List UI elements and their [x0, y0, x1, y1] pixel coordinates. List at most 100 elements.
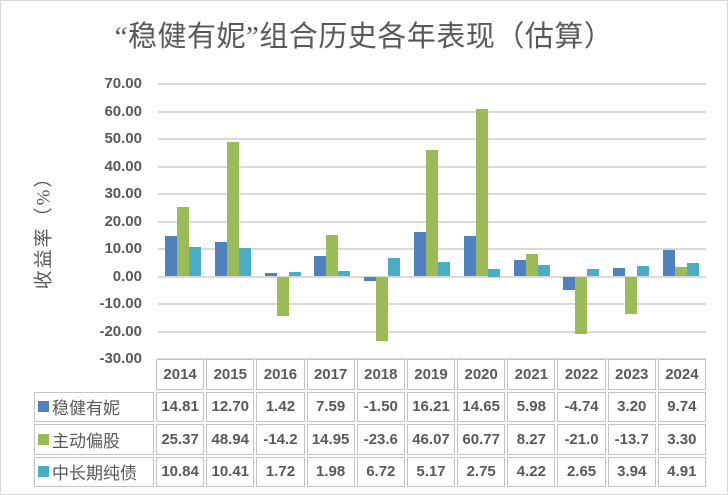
value-cell-series1-2017: 7.59 — [306, 391, 355, 422]
y-tick-label: 40.00 — [104, 157, 142, 175]
value-cell-series1-2016: 1.42 — [256, 391, 305, 422]
value-cell-series3-2016: 1.72 — [256, 456, 305, 487]
bar-series2-2018 — [376, 276, 389, 342]
bar-series3-2015 — [238, 247, 251, 277]
gridline — [158, 110, 706, 113]
bar-series3-2022 — [587, 269, 600, 277]
year-header-cell: 2024 — [657, 359, 706, 390]
y-tick-label: 10.00 — [104, 240, 142, 257]
value-cell-series3-2021: 4.22 — [507, 456, 556, 487]
bar-series2-2017 — [326, 235, 339, 277]
value-cell-series1-2018: -1.50 — [356, 391, 405, 422]
value-cell-series3-2014: 10.84 — [156, 456, 205, 487]
year-header-cell: 2017 — [306, 359, 355, 390]
bar-series3-2014 — [188, 246, 201, 277]
legend-swatch-icon — [38, 401, 49, 413]
bar-series2-2022 — [575, 276, 588, 335]
bar-series1-2018 — [364, 276, 377, 281]
value-cell-series2-2021: 8.27 — [507, 424, 556, 455]
legend-cell-series3: 中长期纯债 — [34, 456, 154, 487]
plot-area — [158, 83, 706, 360]
bar-series1-2022 — [563, 276, 576, 290]
value-cell-series3-2024: 4.91 — [657, 456, 706, 487]
value-cell-series3-2018: 6.72 — [356, 456, 405, 487]
year-header-cell: 2018 — [356, 359, 405, 390]
bar-series3-2020 — [487, 268, 500, 277]
legend-cell-series1: 稳健有妮 — [34, 391, 154, 422]
y-tick-label: 70.00 — [104, 75, 142, 92]
value-cell-series3-2020: 2.75 — [457, 456, 506, 487]
value-cell-series2-2016: -14.2 — [256, 424, 305, 455]
year-header-cell: 2022 — [557, 359, 606, 390]
bar-series1-2020 — [463, 236, 476, 277]
bar-series3-2021 — [537, 264, 550, 277]
bar-series1-2019 — [414, 231, 426, 277]
bar-series2-2024 — [675, 267, 688, 277]
year-header-cell: 2016 — [256, 359, 305, 390]
value-cell-series1-2022: -4.74 — [557, 391, 606, 422]
legend-label: 中长期纯债 — [52, 464, 137, 484]
legend-swatch-icon — [38, 433, 49, 445]
bar-series1-2015 — [214, 241, 227, 277]
value-cell-series1-2020: 14.65 — [457, 391, 506, 422]
bar-series1-2023 — [613, 267, 626, 277]
y-tick-label: 50.00 — [104, 130, 142, 147]
y-tick-label: 0.00 — [112, 267, 142, 285]
year-header-cell: 2019 — [406, 359, 456, 390]
legend-cell-series2: 主动偏股 — [34, 424, 154, 455]
gridline — [158, 330, 706, 333]
bar-series1-2024 — [663, 249, 676, 277]
bar-series1-2017 — [314, 255, 327, 277]
data-table: 2014 2015 2016 2017 2018 2019 2020 2021 2022 2023… — [34, 359, 706, 487]
bar-series2-2019 — [426, 149, 438, 277]
legend-label: 稳健有妮 — [52, 399, 120, 419]
y-tick-label: -30.00 — [99, 350, 142, 367]
value-cell-series3-2019: 5.17 — [406, 456, 456, 487]
legend-label: 主动偏股 — [52, 431, 120, 451]
year-header-cell: 2014 — [156, 359, 205, 390]
bar-series3-2023 — [637, 265, 650, 277]
value-cell-series2-2015: 48.94 — [206, 424, 255, 455]
y-tick-label: -10.00 — [99, 295, 142, 312]
value-cell-series3-2017: 1.98 — [306, 456, 355, 487]
value-cell-series1-2019: 16.21 — [406, 391, 456, 422]
value-cell-series2-2023: -13.7 — [607, 424, 656, 455]
value-cell-series2-2014: 25.37 — [156, 424, 205, 455]
bar-series1-2016 — [264, 272, 277, 277]
value-cell-series2-2024: 3.30 — [657, 424, 706, 455]
value-cell-series2-2020: 60.77 — [457, 424, 506, 455]
year-header-cell: 2021 — [507, 359, 556, 390]
value-cell-series1-2023: 3.20 — [607, 391, 656, 422]
bar-series2-2016 — [276, 276, 289, 316]
chart-title: “稳健有妮”组合历史各年表现（估算） — [114, 21, 614, 53]
y-tick-label: 20.00 — [104, 212, 142, 230]
value-cell-series3-2023: 3.94 — [607, 456, 656, 487]
bar-series2-2014 — [176, 206, 189, 277]
value-cell-series1-2024: 9.74 — [657, 391, 706, 422]
y-tick-label: 30.00 — [104, 185, 142, 202]
year-header-cell: 2023 — [607, 359, 656, 390]
gridline — [158, 138, 706, 140]
bar-series2-2015 — [226, 141, 239, 277]
year-header-cell: 2020 — [457, 359, 506, 390]
y-tick-label: 60.00 — [104, 102, 142, 120]
gridline — [158, 83, 706, 85]
bar-series1-2014 — [164, 235, 177, 277]
bar-series3-2017 — [338, 271, 351, 277]
bar-series2-2023 — [625, 276, 638, 315]
value-cell-series1-2015: 12.70 — [206, 391, 255, 422]
value-cell-series1-2021: 5.98 — [507, 391, 556, 422]
bar-series3-2016 — [288, 271, 301, 277]
bar-series2-2021 — [525, 253, 538, 277]
value-cell-series3-2015: 10.41 — [206, 456, 255, 487]
value-cell-series2-2022: -21.0 — [557, 424, 606, 455]
bar-series1-2021 — [513, 260, 526, 277]
y-tick-label: -20.00 — [99, 322, 142, 340]
value-cell-series1-2014: 14.81 — [156, 391, 205, 422]
bar-series2-2020 — [475, 109, 488, 277]
gridline — [158, 275, 706, 278]
bar-series3-2019 — [438, 262, 450, 277]
bar-series3-2018 — [388, 258, 401, 277]
value-cell-series2-2018: -23.6 — [356, 424, 405, 455]
